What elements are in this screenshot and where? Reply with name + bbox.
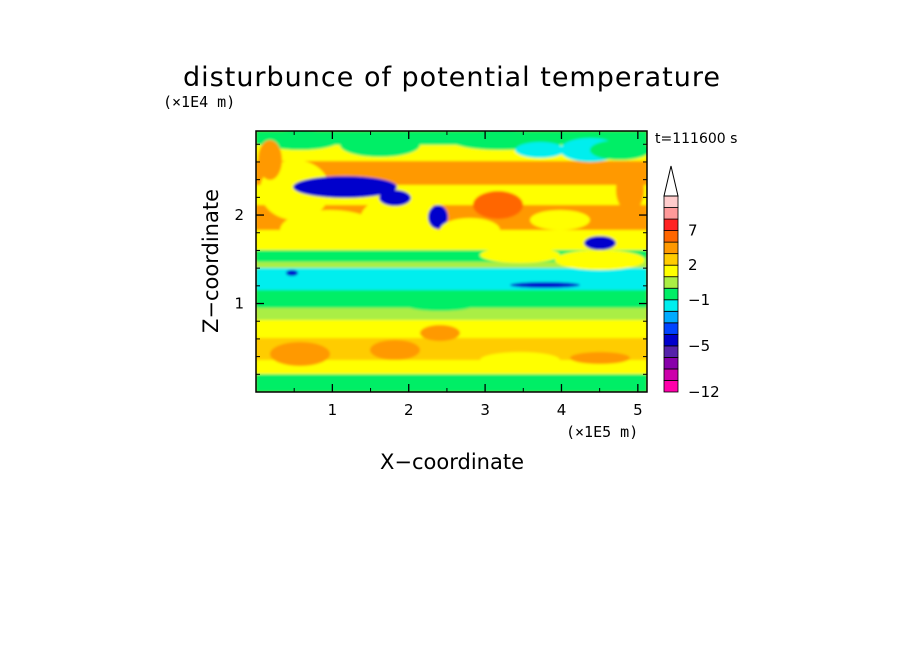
contour-band	[256, 338, 647, 360]
colorbar-swatch	[663, 253, 679, 266]
contour-blob	[293, 176, 397, 198]
y-tick-label: 1	[234, 295, 244, 313]
contour-blob	[286, 270, 298, 276]
colorbar-tick-label: 2	[688, 256, 698, 274]
contour-blob	[515, 142, 565, 158]
colorbar-extend-arrow	[663, 165, 679, 197]
x-tick-label: 1	[328, 401, 338, 419]
y-tick-label: 2	[234, 206, 244, 224]
colorbar-swatch	[663, 287, 679, 301]
contour-blob	[280, 210, 380, 250]
contour-blob	[480, 352, 560, 368]
colorbar-swatch	[663, 368, 679, 381]
contour-blob	[440, 218, 500, 242]
x-tick-label: 5	[633, 401, 643, 419]
colorbar-swatch	[663, 241, 679, 255]
colorbar-swatch	[663, 322, 679, 335]
field-layers	[256, 131, 647, 392]
y-axis: 12	[234, 143, 647, 375]
x-axis: 1 2 3 4 5	[293, 131, 643, 419]
contour-blob	[584, 236, 616, 250]
colorbar-swatch	[663, 207, 679, 220]
x-axis-label: X−coordinate	[380, 450, 524, 474]
x-tick-label: 3	[480, 401, 490, 419]
chart-title: disturbunce of potential temperature	[183, 62, 721, 93]
colorbar-tick-label: −5	[688, 337, 710, 355]
contour-blob	[530, 210, 590, 230]
contour-blob	[258, 140, 282, 180]
colorbar-swatch	[663, 357, 679, 370]
contour-blob	[428, 205, 448, 229]
contour-blob	[570, 352, 630, 364]
contour-blob	[616, 168, 644, 212]
contour-blob	[420, 325, 460, 341]
contour-blob	[473, 191, 523, 219]
contour-blob	[340, 133, 420, 157]
colorbar-tick-label: 7	[688, 222, 698, 240]
contour-field	[256, 131, 647, 392]
contour-band	[256, 308, 647, 320]
colorbar-swatch	[663, 264, 679, 278]
colorbar-swatch	[663, 230, 679, 243]
colorbar-swatch	[663, 333, 679, 347]
colorbar-swatch	[663, 195, 679, 208]
colorbar-swatch	[663, 310, 679, 324]
contour-band	[256, 374, 647, 392]
contour-blob	[405, 299, 475, 311]
contour-blob	[270, 342, 330, 366]
contour-band	[256, 262, 647, 272]
colorbar-swatch	[663, 218, 679, 231]
contour-blob	[370, 374, 430, 386]
contour-blob	[480, 247, 560, 263]
y-axis-label: Z−coordinate	[199, 189, 223, 333]
x-tick-label: 2	[404, 401, 414, 419]
colorbar: −12−5−127	[663, 165, 720, 401]
x-scale-label: (×1E5 m)	[566, 423, 638, 441]
contour-blob	[379, 190, 411, 206]
colorbar-tick-label: −1	[688, 291, 710, 309]
colorbar-swatch	[663, 345, 679, 358]
contour-blob	[360, 195, 440, 245]
colorbar-swatch	[663, 299, 679, 312]
x-tick-label: 4	[557, 401, 567, 419]
colorbar-swatch	[663, 276, 679, 289]
contour-blob	[370, 340, 420, 360]
contour-band	[256, 268, 647, 290]
y-scale-label: (×1E4 m)	[163, 93, 235, 111]
contour-blob	[555, 250, 645, 270]
contour-blob	[260, 131, 340, 150]
time-label: t=111600 s	[655, 131, 737, 147]
colorbar-swatch	[663, 380, 679, 393]
contour-blob	[510, 282, 580, 288]
contour-blob	[590, 205, 630, 225]
contour-blob	[590, 140, 647, 160]
plot-frame	[255, 130, 648, 393]
colorbar-tick-label: −12	[688, 383, 720, 401]
